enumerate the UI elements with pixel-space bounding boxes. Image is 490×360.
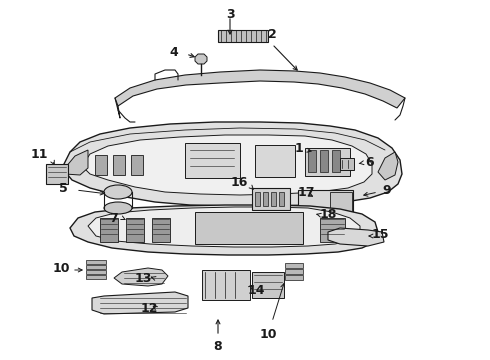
Text: 10: 10 <box>259 328 277 341</box>
Polygon shape <box>70 205 378 255</box>
Text: 10: 10 <box>52 261 70 274</box>
FancyBboxPatch shape <box>255 192 260 206</box>
FancyBboxPatch shape <box>308 150 316 172</box>
FancyBboxPatch shape <box>131 155 143 175</box>
FancyBboxPatch shape <box>252 272 284 298</box>
FancyBboxPatch shape <box>86 270 106 274</box>
Polygon shape <box>65 150 88 175</box>
FancyBboxPatch shape <box>255 145 295 177</box>
FancyBboxPatch shape <box>298 190 353 215</box>
FancyBboxPatch shape <box>320 218 345 242</box>
Text: 14: 14 <box>248 284 266 297</box>
Text: 16: 16 <box>231 175 248 189</box>
Polygon shape <box>378 152 398 180</box>
FancyBboxPatch shape <box>279 192 284 206</box>
Text: 12: 12 <box>141 302 158 315</box>
Polygon shape <box>328 228 384 246</box>
Polygon shape <box>195 54 207 64</box>
FancyBboxPatch shape <box>263 192 268 206</box>
FancyBboxPatch shape <box>126 218 144 242</box>
Text: 7: 7 <box>109 212 118 225</box>
Polygon shape <box>82 135 372 195</box>
FancyBboxPatch shape <box>285 263 303 268</box>
FancyBboxPatch shape <box>320 150 328 172</box>
Polygon shape <box>92 292 188 314</box>
Text: 13: 13 <box>135 271 152 284</box>
FancyBboxPatch shape <box>271 192 276 206</box>
FancyBboxPatch shape <box>285 275 303 280</box>
FancyBboxPatch shape <box>100 218 118 242</box>
Text: 18: 18 <box>320 207 338 220</box>
FancyBboxPatch shape <box>86 275 106 279</box>
Ellipse shape <box>104 185 132 199</box>
Text: 2: 2 <box>268 28 276 41</box>
FancyBboxPatch shape <box>285 269 303 274</box>
Text: 6: 6 <box>365 156 374 168</box>
Ellipse shape <box>104 202 132 214</box>
Text: 11: 11 <box>30 148 48 161</box>
Text: 9: 9 <box>382 184 391 197</box>
Polygon shape <box>115 70 405 108</box>
FancyBboxPatch shape <box>202 270 250 300</box>
FancyBboxPatch shape <box>218 30 268 42</box>
Text: 4: 4 <box>169 45 178 58</box>
FancyBboxPatch shape <box>46 164 68 184</box>
Text: 1: 1 <box>295 141 304 154</box>
FancyBboxPatch shape <box>332 150 340 172</box>
FancyBboxPatch shape <box>195 212 303 244</box>
Text: 17: 17 <box>298 185 316 198</box>
FancyBboxPatch shape <box>305 148 350 176</box>
Polygon shape <box>62 122 402 206</box>
FancyBboxPatch shape <box>113 155 125 175</box>
Text: 15: 15 <box>372 228 390 240</box>
Text: 8: 8 <box>214 340 222 353</box>
Text: 3: 3 <box>226 8 234 21</box>
FancyBboxPatch shape <box>95 155 107 175</box>
Text: 5: 5 <box>59 181 68 194</box>
Polygon shape <box>114 268 168 286</box>
FancyBboxPatch shape <box>86 265 106 269</box>
FancyBboxPatch shape <box>152 218 170 242</box>
FancyBboxPatch shape <box>185 143 240 178</box>
FancyBboxPatch shape <box>86 260 106 264</box>
FancyBboxPatch shape <box>330 192 352 212</box>
FancyBboxPatch shape <box>252 188 290 210</box>
Polygon shape <box>88 207 360 247</box>
FancyBboxPatch shape <box>340 158 354 170</box>
